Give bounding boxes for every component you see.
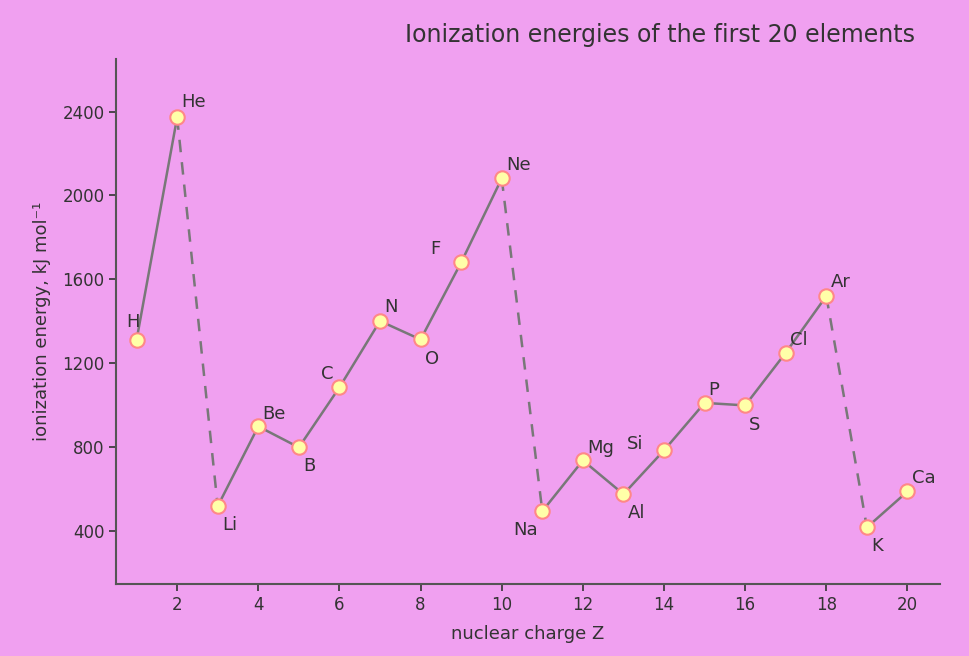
Text: Al: Al (628, 504, 645, 522)
Text: F: F (430, 240, 441, 258)
X-axis label: nuclear charge Z: nuclear charge Z (452, 625, 605, 643)
Text: H: H (126, 313, 140, 331)
Point (494, 173, 510, 184)
Text: Ne: Ne (506, 156, 530, 174)
Text: Ar: Ar (830, 274, 850, 291)
Y-axis label: ionization energy, kJ mol⁻¹: ionization energy, kJ mol⁻¹ (33, 202, 51, 441)
Text: O: O (424, 350, 439, 369)
Text: Ca: Ca (912, 469, 935, 487)
Text: Li: Li (222, 516, 236, 534)
Point (656, 445, 672, 455)
Text: Na: Na (514, 521, 538, 539)
Text: B: B (303, 457, 315, 476)
Point (778, 348, 794, 358)
Text: He: He (181, 92, 205, 111)
Text: Ionization energies of the first 20 elements: Ionization energies of the first 20 elem… (405, 24, 915, 47)
Point (615, 489, 631, 499)
Text: Mg: Mg (587, 439, 613, 457)
Text: Si: Si (627, 435, 643, 453)
Point (372, 316, 388, 326)
Text: Cl: Cl (790, 331, 807, 349)
Point (210, 501, 226, 512)
Point (900, 486, 916, 497)
Point (819, 291, 834, 301)
Point (535, 506, 550, 516)
Point (291, 442, 306, 453)
Text: N: N (384, 298, 397, 316)
Text: C: C (321, 365, 333, 382)
Point (413, 335, 428, 345)
Point (170, 112, 185, 123)
Text: Be: Be (263, 405, 286, 423)
Text: P: P (708, 381, 720, 400)
Point (251, 421, 266, 432)
Point (860, 522, 875, 533)
Point (697, 398, 712, 408)
Text: K: K (871, 537, 883, 555)
Point (331, 382, 347, 392)
Point (737, 400, 753, 411)
Text: S: S (749, 417, 761, 434)
Point (576, 455, 591, 466)
Point (453, 257, 469, 268)
Point (129, 335, 144, 345)
